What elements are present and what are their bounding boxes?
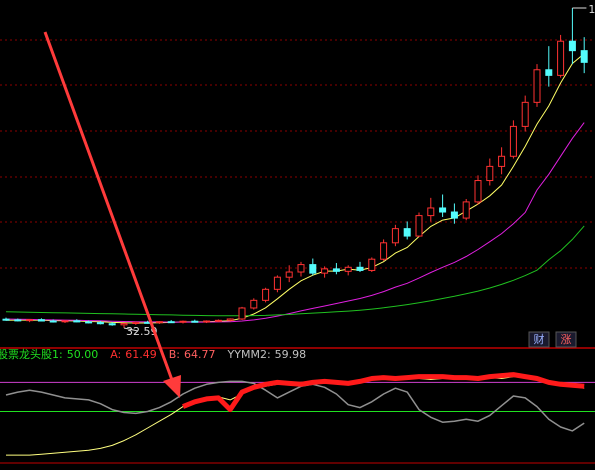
candle-body [285, 271, 293, 278]
candle-body [533, 69, 541, 103]
candle-body [238, 307, 246, 320]
candle-body [85, 321, 93, 324]
low-leader [123, 327, 139, 332]
candle-body [167, 321, 175, 324]
candle-body [450, 211, 458, 219]
high-label: 174.98 [588, 3, 595, 16]
candle-body [368, 258, 376, 271]
candle-body [509, 125, 517, 157]
candle-body [191, 320, 199, 323]
candle-body [250, 299, 258, 309]
candle-body [498, 155, 506, 167]
candle-body [132, 321, 140, 324]
low-label: 32.59 [126, 325, 158, 338]
candle-body [557, 40, 565, 76]
candle-body [391, 228, 399, 244]
candle-body [427, 207, 435, 217]
candle-body [73, 320, 81, 323]
candle-body [568, 40, 576, 52]
candle-body [37, 319, 45, 322]
candle-body [214, 319, 222, 322]
panel-button-label[interactable]: 涨 [561, 333, 572, 346]
candle-body [108, 323, 116, 326]
candle-body [203, 320, 211, 323]
arrow-shaft [43, 31, 174, 381]
candle-body [521, 101, 529, 127]
legend-value: 61.49 [125, 348, 157, 361]
candle-body [26, 319, 34, 322]
annotation-arrow [43, 31, 181, 398]
candle-body [321, 268, 329, 274]
candle-body [61, 320, 69, 323]
legend-value: 64.77 [184, 348, 216, 361]
candle-body [309, 264, 317, 274]
candle-body [297, 264, 305, 273]
candle-body [439, 207, 447, 213]
candle-body [120, 322, 128, 326]
arrow-head [163, 375, 181, 398]
price-grid [0, 39, 595, 269]
panel-button-label[interactable]: 财 [534, 332, 545, 346]
candle-body [273, 276, 281, 290]
candle-body [96, 322, 104, 325]
candle-body [226, 318, 234, 321]
moving-average-line [5, 122, 585, 323]
panel-button[interactable] [528, 331, 550, 348]
moving-average-line [5, 225, 585, 317]
moving-average-line [5, 53, 585, 324]
candle-body [332, 268, 340, 272]
candle-body [403, 228, 411, 237]
panel-button[interactable] [555, 331, 577, 348]
legend-name: YYMM2: [227, 348, 271, 361]
legend-name: B: [169, 348, 180, 361]
candle-body [580, 50, 588, 63]
candle-body [380, 242, 388, 260]
candle-body [179, 320, 187, 323]
legend-value: 50.00 [67, 348, 99, 361]
candle-body [155, 321, 163, 324]
candle-body [462, 201, 470, 219]
legend-value: 59.98 [275, 348, 307, 361]
candle-body [474, 180, 482, 203]
candle-body [356, 266, 364, 271]
candle-body [2, 318, 10, 321]
legend-name: 股票龙头股1: [0, 348, 63, 361]
legend-name: A: [110, 348, 121, 361]
candle-body [545, 69, 553, 76]
candle-body [49, 320, 57, 323]
indicator-line [182, 372, 585, 413]
candle-body [486, 165, 494, 182]
candle-body [262, 288, 270, 301]
candle-body [344, 266, 352, 272]
candle-body [14, 319, 22, 322]
candle-body [415, 215, 423, 237]
indicator-line [5, 380, 585, 432]
